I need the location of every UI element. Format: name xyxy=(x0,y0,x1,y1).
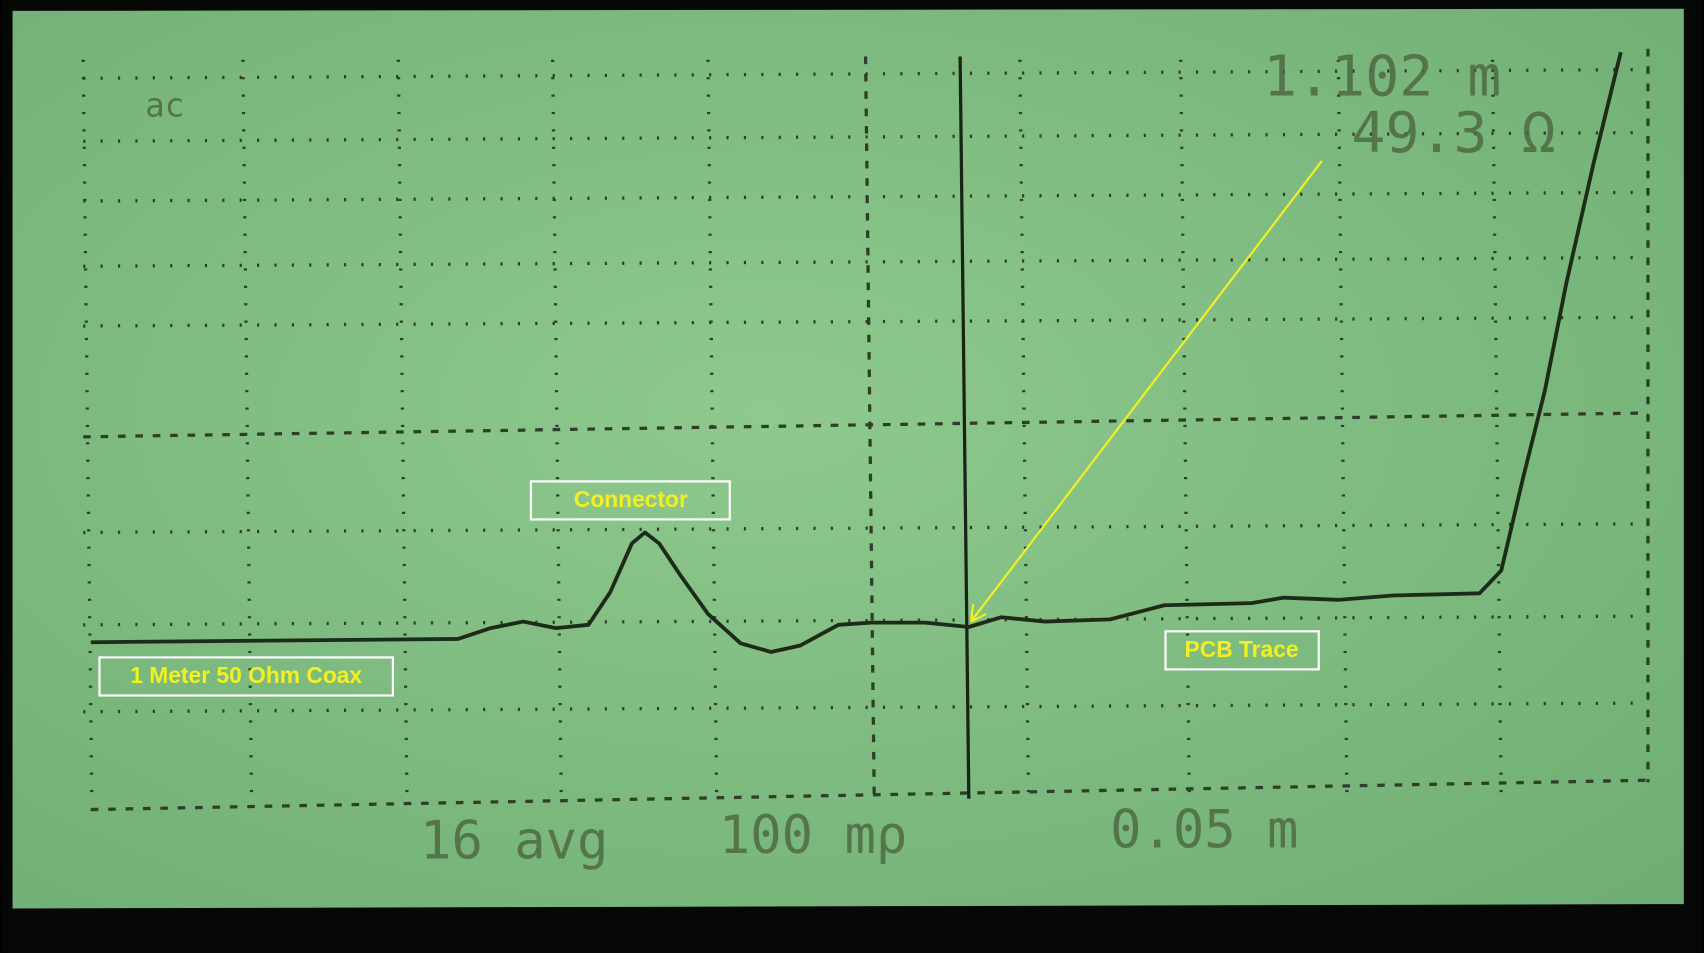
grid-line xyxy=(83,255,1648,268)
arrow-head xyxy=(969,604,987,623)
annotation-box xyxy=(529,480,731,521)
grid-line xyxy=(83,411,1649,439)
grid-line xyxy=(83,315,1648,328)
grid-line xyxy=(83,614,1648,627)
horizontal-scale-label: 0.05 m xyxy=(1110,801,1298,861)
grid-line xyxy=(83,522,1648,535)
annotation-box xyxy=(98,656,394,697)
grid-line xyxy=(83,190,1648,203)
tdr-trace xyxy=(90,51,1623,654)
grid-line xyxy=(83,130,1648,143)
connector-annotation: Connector xyxy=(574,486,688,512)
grid xyxy=(81,48,1650,812)
cursor-line xyxy=(958,56,971,799)
grid-line xyxy=(83,701,1648,714)
grid-line xyxy=(83,67,1648,80)
vertical-scale-label: 100 mρ xyxy=(719,806,907,866)
mode-label: ac xyxy=(145,86,184,124)
arrow-line xyxy=(970,160,1323,623)
impedance-readout: 49.3 Ω xyxy=(1352,101,1556,166)
distance-readout: 1.102 m xyxy=(1263,45,1501,110)
annotation-box xyxy=(1164,630,1320,671)
grid-line xyxy=(863,56,876,802)
averaging-label: 16 avg xyxy=(420,811,608,871)
pcb-trace-annotation: PCB Trace xyxy=(1185,636,1299,662)
coax-annotation: 1 Meter 50 Ohm Coax xyxy=(130,662,362,688)
